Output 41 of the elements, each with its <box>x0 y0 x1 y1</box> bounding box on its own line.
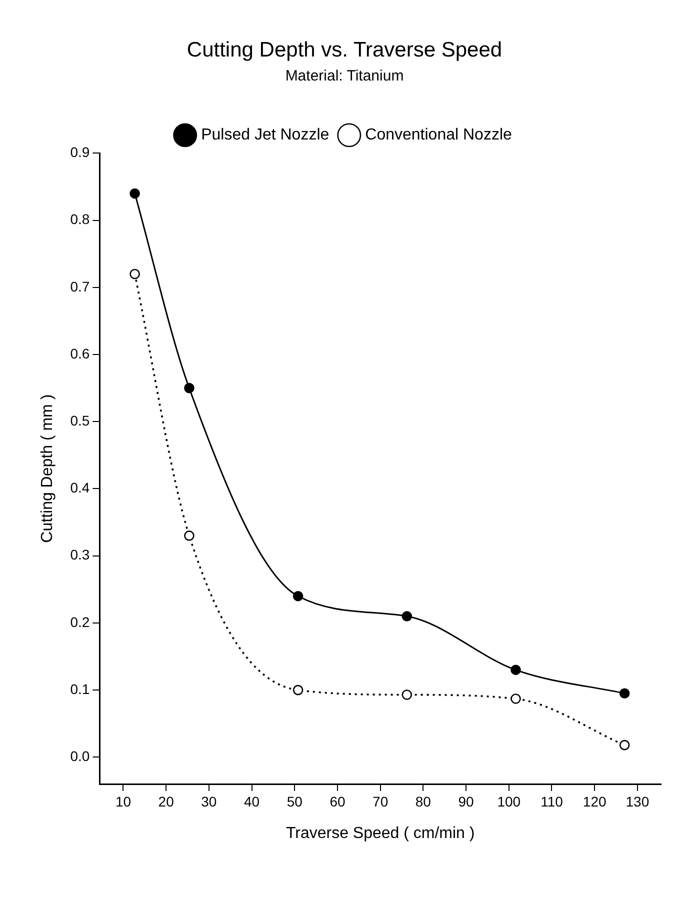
chart-title: Cutting Depth vs. Traverse Speed <box>186 38 502 62</box>
point <box>402 690 412 700</box>
x-tick-label: 80 <box>415 793 432 810</box>
point <box>510 664 521 676</box>
y-tick-label: 0.8 <box>70 211 90 228</box>
point <box>619 740 630 750</box>
point <box>130 268 140 280</box>
x-tick-label: 130 <box>626 793 650 810</box>
x-tick-label: 90 <box>458 793 474 810</box>
x-tick-label: 120 <box>582 793 606 810</box>
x-axis-title: Traverse Speed ( cm/min ) <box>286 824 475 842</box>
point <box>292 684 304 696</box>
legend-label: Conventional Nozzle <box>365 126 512 144</box>
y-tick-label: 0.7 <box>70 278 90 294</box>
x-tick-label: 30 <box>201 793 217 810</box>
y-tick-label: 0.9 <box>70 144 90 160</box>
x-tick-label: 10 <box>115 793 132 810</box>
point <box>510 694 521 704</box>
x-tick-label: 110 <box>540 793 564 810</box>
point <box>402 611 412 622</box>
y-tick-label: 0.6 <box>70 345 90 362</box>
point <box>292 590 304 602</box>
point <box>130 188 140 199</box>
y-tick-label: 0.0 <box>70 748 90 764</box>
x-tick-label: 40 <box>244 793 260 810</box>
y-tick-label: 0.3 <box>70 546 90 563</box>
y-tick-label: 0.2 <box>70 614 90 630</box>
point <box>184 530 194 541</box>
x-tick-label: 60 <box>330 793 346 810</box>
point <box>619 688 630 699</box>
chart-subtitle: Material: Titanium <box>285 67 404 84</box>
x-tick-label: 50 <box>286 793 303 810</box>
x-tick-label: 70 <box>372 793 388 810</box>
y-tick-label: 0.5 <box>70 412 90 428</box>
y-tick-label: 0.1 <box>70 680 90 697</box>
x-tick-label: 20 <box>158 793 174 810</box>
y-tick-label: 0.4 <box>70 480 90 496</box>
x-tick-label: 100 <box>497 793 521 810</box>
point <box>184 382 194 394</box>
y-axis-title: Cutting Depth ( mm ) <box>39 394 56 543</box>
legend-label: Pulsed Jet Nozzle <box>201 126 330 144</box>
